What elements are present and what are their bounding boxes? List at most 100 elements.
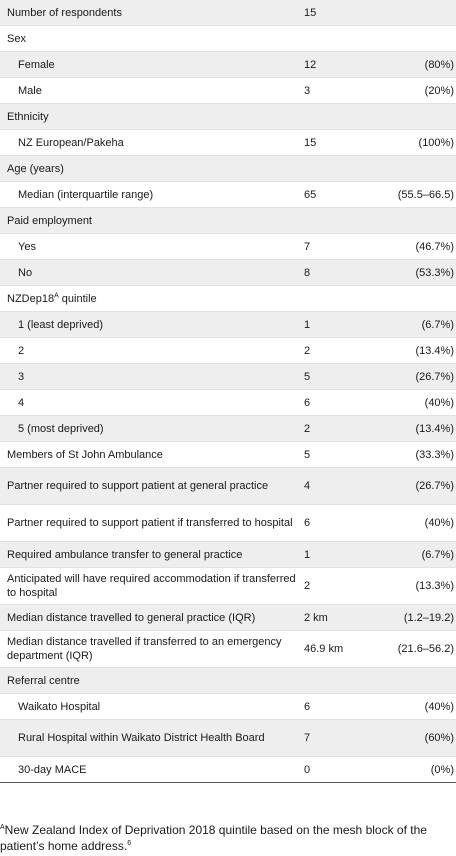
row-label-text: Number of respondents [7,6,122,19]
row-label: Sex [0,32,304,46]
table-row: Rural Hospital within Waikato District H… [0,720,456,757]
row-label-text: NZDep18 [7,292,55,305]
row-label-text: Median distance travelled to general pra… [7,611,256,624]
row-count: 2 [304,580,311,592]
demographics-table: Number of respondents 15 Sex Female 12 (80%) M… [0,0,456,783]
table-row: Number of respondents 15 [0,0,456,26]
row-label: Referral centre [0,674,304,688]
row-label-text: Ethnicity [7,110,49,123]
row-percent: (0%) [430,763,454,776]
row-label-text: Yes [18,240,36,253]
row-label-text: Male [18,84,42,97]
table-row: 2 2 (13.4%) [0,338,456,364]
row-count: 2 km [304,611,328,624]
row-label-text: Partner required to support patient if t… [7,517,293,529]
row-count: 2 [304,344,311,357]
row-label-text: No [18,266,33,279]
table-row: Required ambulance transfer to general p… [0,542,456,568]
row-label: 2 [0,344,304,358]
row-label: Female [0,58,304,72]
row-label-text: Partner required to support patient at g… [7,480,269,492]
row-label: Ethnicity [0,110,304,124]
row-count: 5 [304,370,311,383]
row-label: Anticipated will have required accommoda… [0,572,304,600]
row-label-text: Rural Hospital within Waikato District H… [18,732,265,744]
table-row: 4 6 (40%) [0,390,456,416]
row-count: 7 [304,732,311,744]
row-label-text: Age (years) [7,162,64,175]
row-count: 2 [304,422,311,435]
row-label: Paid employment [0,214,304,228]
row-percent: (13.3%) [415,580,454,592]
footnote-marker: A [0,824,5,831]
row-count: 8 [304,266,311,279]
row-label: Yes [0,240,304,254]
table-row: Yes 7 (46.7%) [0,234,456,260]
row-percent: (6.7%) [421,318,454,331]
table-row: Referral centre [0,668,456,694]
row-count: 15 [304,136,317,149]
row-percent: (13.4%) [415,344,454,357]
table-row: 30-day MACE 0 (0%) [0,757,456,783]
table-row: Partner required to support patient if t… [0,505,456,542]
row-label: Male [0,84,304,98]
table-row: 3 5 (26.7%) [0,364,456,390]
row-percent: (26.7%) [415,370,454,383]
row-label: Median distance travelled to general pra… [0,611,304,625]
row-label-text: Female [18,58,55,71]
row-count: 7 [304,240,311,253]
row-count: 1 [304,318,311,331]
row-label: Members of St John Ambulance [0,448,304,462]
row-label: Partner required to support patient if t… [0,516,304,530]
row-label-text: Median (interquartile range) [18,188,154,201]
row-count: 6 [304,396,311,409]
row-percent: (6.7%) [421,548,454,561]
row-count: 4 [304,480,311,492]
row-percent: (53.3%) [415,266,454,279]
table-row: No 8 (53.3%) [0,260,456,286]
row-count: 12 [304,58,317,71]
row-label: 30-day MACE [0,763,304,777]
row-label: Median (interquartile range) [0,188,304,202]
row-label: Number of respondents [0,6,304,20]
table-row: 5 (most deprived) 2 (13.4%) [0,416,456,442]
row-count: 46.9 km [304,643,344,655]
row-label-text: Paid employment [7,214,92,227]
row-label: No [0,266,304,280]
row-percent: (55.5–66.5) [397,188,454,201]
row-label: Age (years) [0,162,304,176]
table-row: Female 12 (80%) [0,52,456,78]
table-row: Age (years) [0,156,456,182]
row-label-text: 2 [18,344,25,357]
row-label-text: Required ambulance transfer to general p… [7,548,243,561]
row-count: 1 [304,548,311,561]
row-label-text: Referral centre [7,674,80,687]
table-row: Ethnicity [0,104,456,130]
table-row: Median (interquartile range) 65 (55.5–66.5… [0,182,456,208]
row-label: Median distance travelled if transferred… [0,635,304,663]
row-label-text: 5 (most deprived) [18,422,104,435]
row-count: 15 [304,6,317,19]
table-row: Median distance travelled if transferred… [0,631,456,668]
row-label: Rural Hospital within Waikato District H… [0,731,304,745]
row-label-text: 4 [18,396,25,409]
row-percent: (40%) [424,700,454,713]
table-row: Anticipated will have required accommoda… [0,568,456,605]
table-row: Median distance travelled to general pra… [0,605,456,631]
row-label-suffix: quintile [58,292,97,305]
footnote-marker: A [54,291,59,299]
row-count: 3 [304,84,311,97]
row-label: 3 [0,370,304,384]
table-row: NZDep18A quintile [0,286,456,312]
row-label: 4 [0,396,304,410]
row-label: Waikato Hospital [0,700,304,714]
row-percent: (46.7%) [415,240,454,253]
row-label-text: Waikato Hospital [18,700,101,713]
row-label: NZDep18A quintile [0,292,304,306]
row-percent: (13.4%) [415,422,454,435]
row-percent: (33.3%) [415,448,454,461]
row-label-text: 3 [18,370,25,383]
row-label-text: Median distance travelled if transferred… [7,636,282,662]
table-row: 1 (least deprived) 1 (6.7%) [0,312,456,338]
table-row: Members of St John Ambulance 5 (33.3%) [0,442,456,468]
